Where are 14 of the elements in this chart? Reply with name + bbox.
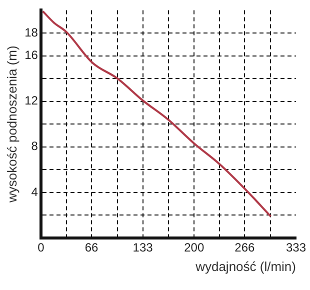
x-tick-label: 0 <box>38 240 45 255</box>
x-tick-label: 266 <box>234 240 256 255</box>
y-tick-label: 4 <box>31 184 38 199</box>
y-axis-title: wysokość podnoszenia (m) <box>4 46 20 204</box>
x-tick-label: 66 <box>84 240 98 255</box>
x-tick-label: 133 <box>132 240 154 255</box>
y-tick-label: 18 <box>24 25 38 40</box>
y-tick-label: 8 <box>31 139 38 154</box>
y-tick-label: 12 <box>24 94 38 108</box>
line-series <box>42 10 272 218</box>
x-tick-label: 200 <box>184 240 204 255</box>
x-tick-label: 333 <box>286 240 306 255</box>
x-axis-title: wydajność (l/min) <box>194 258 296 274</box>
y-tick-label: 16 <box>24 48 38 62</box>
